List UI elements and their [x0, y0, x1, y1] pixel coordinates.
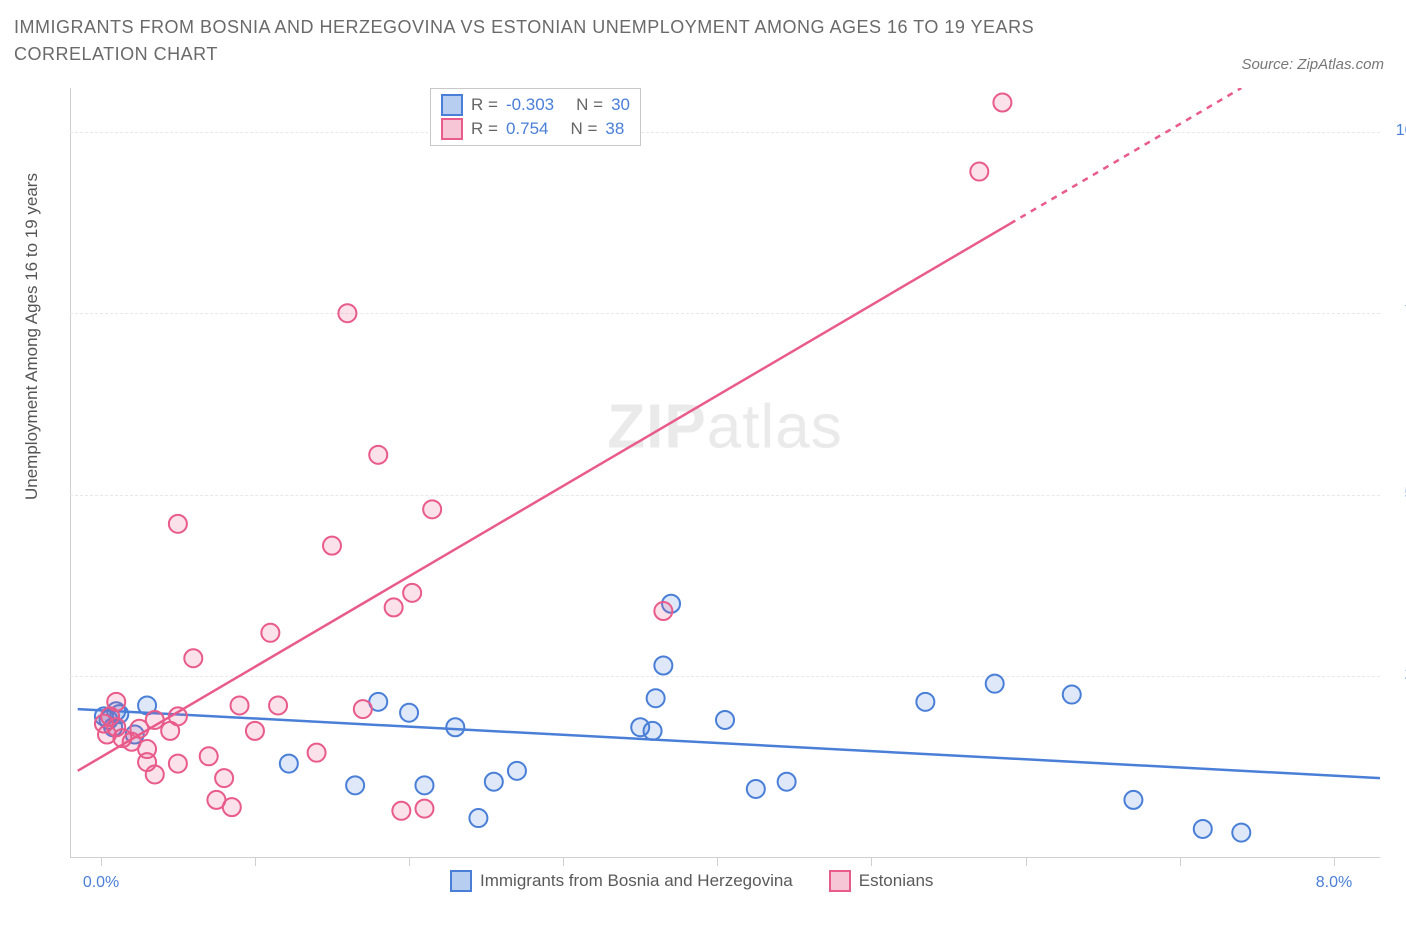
- data-point: [654, 602, 672, 620]
- legend-row-series2: R = 0.754 N = 38: [441, 117, 630, 141]
- data-point: [469, 809, 487, 827]
- data-point: [223, 798, 241, 816]
- data-point: [970, 163, 988, 181]
- chart-title: IMMIGRANTS FROM BOSNIA AND HERZEGOVINA V…: [14, 14, 1114, 68]
- trend-line-extrapolated: [1010, 88, 1241, 224]
- data-point: [184, 649, 202, 667]
- r-label: R =: [471, 93, 498, 117]
- x-tick-label: 0.0%: [83, 874, 119, 892]
- series-legend: Immigrants from Bosnia and Herzegovina E…: [450, 870, 933, 892]
- data-point: [146, 765, 164, 783]
- data-point: [323, 537, 341, 555]
- legend-label: Immigrants from Bosnia and Herzegovina: [480, 871, 793, 891]
- data-point: [415, 776, 433, 794]
- data-point: [647, 689, 665, 707]
- data-point: [269, 696, 287, 714]
- data-point: [385, 598, 403, 616]
- x-tick: [1180, 858, 1181, 866]
- legend-item-estonians: Estonians: [829, 870, 934, 892]
- chart-area: ZIPatlas 25.0%50.0%75.0%100.0% 0.0%8.0% …: [70, 88, 1380, 858]
- data-point: [1194, 820, 1212, 838]
- data-point: [280, 755, 298, 773]
- data-point: [107, 693, 125, 711]
- data-point: [415, 800, 433, 818]
- data-point: [354, 700, 372, 718]
- y-tick-label: 100.0%: [1380, 122, 1406, 140]
- data-point: [392, 802, 410, 820]
- data-point: [169, 707, 187, 725]
- r-value-series2: 0.754: [506, 117, 549, 141]
- legend-swatch-pink: [829, 870, 851, 892]
- n-label: N =: [576, 93, 603, 117]
- data-point: [1232, 824, 1250, 842]
- data-point: [400, 704, 418, 722]
- x-tick: [871, 858, 872, 866]
- data-point: [631, 718, 649, 736]
- y-axis-label: Unemployment Among Ages 16 to 19 years: [22, 173, 42, 500]
- data-point: [169, 755, 187, 773]
- x-tick: [101, 858, 102, 866]
- scatter-plot: [70, 88, 1380, 858]
- data-point: [446, 718, 464, 736]
- data-point: [1124, 791, 1142, 809]
- data-point: [403, 584, 421, 602]
- data-point: [716, 711, 734, 729]
- data-point: [1063, 686, 1081, 704]
- data-point: [423, 500, 441, 518]
- data-point: [169, 515, 187, 533]
- data-point: [993, 94, 1011, 112]
- y-tick-label: 25.0%: [1380, 666, 1406, 684]
- data-point: [338, 304, 356, 322]
- data-point: [654, 657, 672, 675]
- r-label: R =: [471, 117, 498, 141]
- n-label: N =: [570, 117, 597, 141]
- trend-line: [78, 224, 1010, 771]
- n-value-series1: 30: [611, 93, 630, 117]
- data-point: [231, 696, 249, 714]
- x-tick: [1026, 858, 1027, 866]
- legend-label: Estonians: [859, 871, 934, 891]
- legend-swatch-blue: [441, 94, 463, 116]
- legend-swatch-pink: [441, 118, 463, 140]
- y-tick-label: 50.0%: [1380, 485, 1406, 503]
- data-point: [215, 769, 233, 787]
- y-tick-label: 75.0%: [1380, 303, 1406, 321]
- data-point: [146, 711, 164, 729]
- r-value-series1: -0.303: [506, 93, 554, 117]
- x-tick: [409, 858, 410, 866]
- n-value-series2: 38: [605, 117, 624, 141]
- source-label: Source: ZipAtlas.com: [1241, 56, 1384, 73]
- x-tick: [717, 858, 718, 866]
- data-point: [246, 722, 264, 740]
- legend-row-series1: R = -0.303 N = 30: [441, 93, 630, 117]
- data-point: [778, 773, 796, 791]
- correlation-legend: R = -0.303 N = 30 R = 0.754 N = 38: [430, 88, 641, 146]
- data-point: [369, 446, 387, 464]
- data-point: [916, 693, 934, 711]
- data-point: [346, 776, 364, 794]
- data-point: [261, 624, 279, 642]
- data-point: [747, 780, 765, 798]
- legend-item-bosnia: Immigrants from Bosnia and Herzegovina: [450, 870, 793, 892]
- data-point: [200, 747, 218, 765]
- data-point: [508, 762, 526, 780]
- x-tick: [255, 858, 256, 866]
- data-point: [308, 744, 326, 762]
- x-tick: [1334, 858, 1335, 866]
- x-tick: [563, 858, 564, 866]
- data-point: [986, 675, 1004, 693]
- x-tick-label: 8.0%: [1316, 874, 1352, 892]
- legend-swatch-blue: [450, 870, 472, 892]
- data-point: [485, 773, 503, 791]
